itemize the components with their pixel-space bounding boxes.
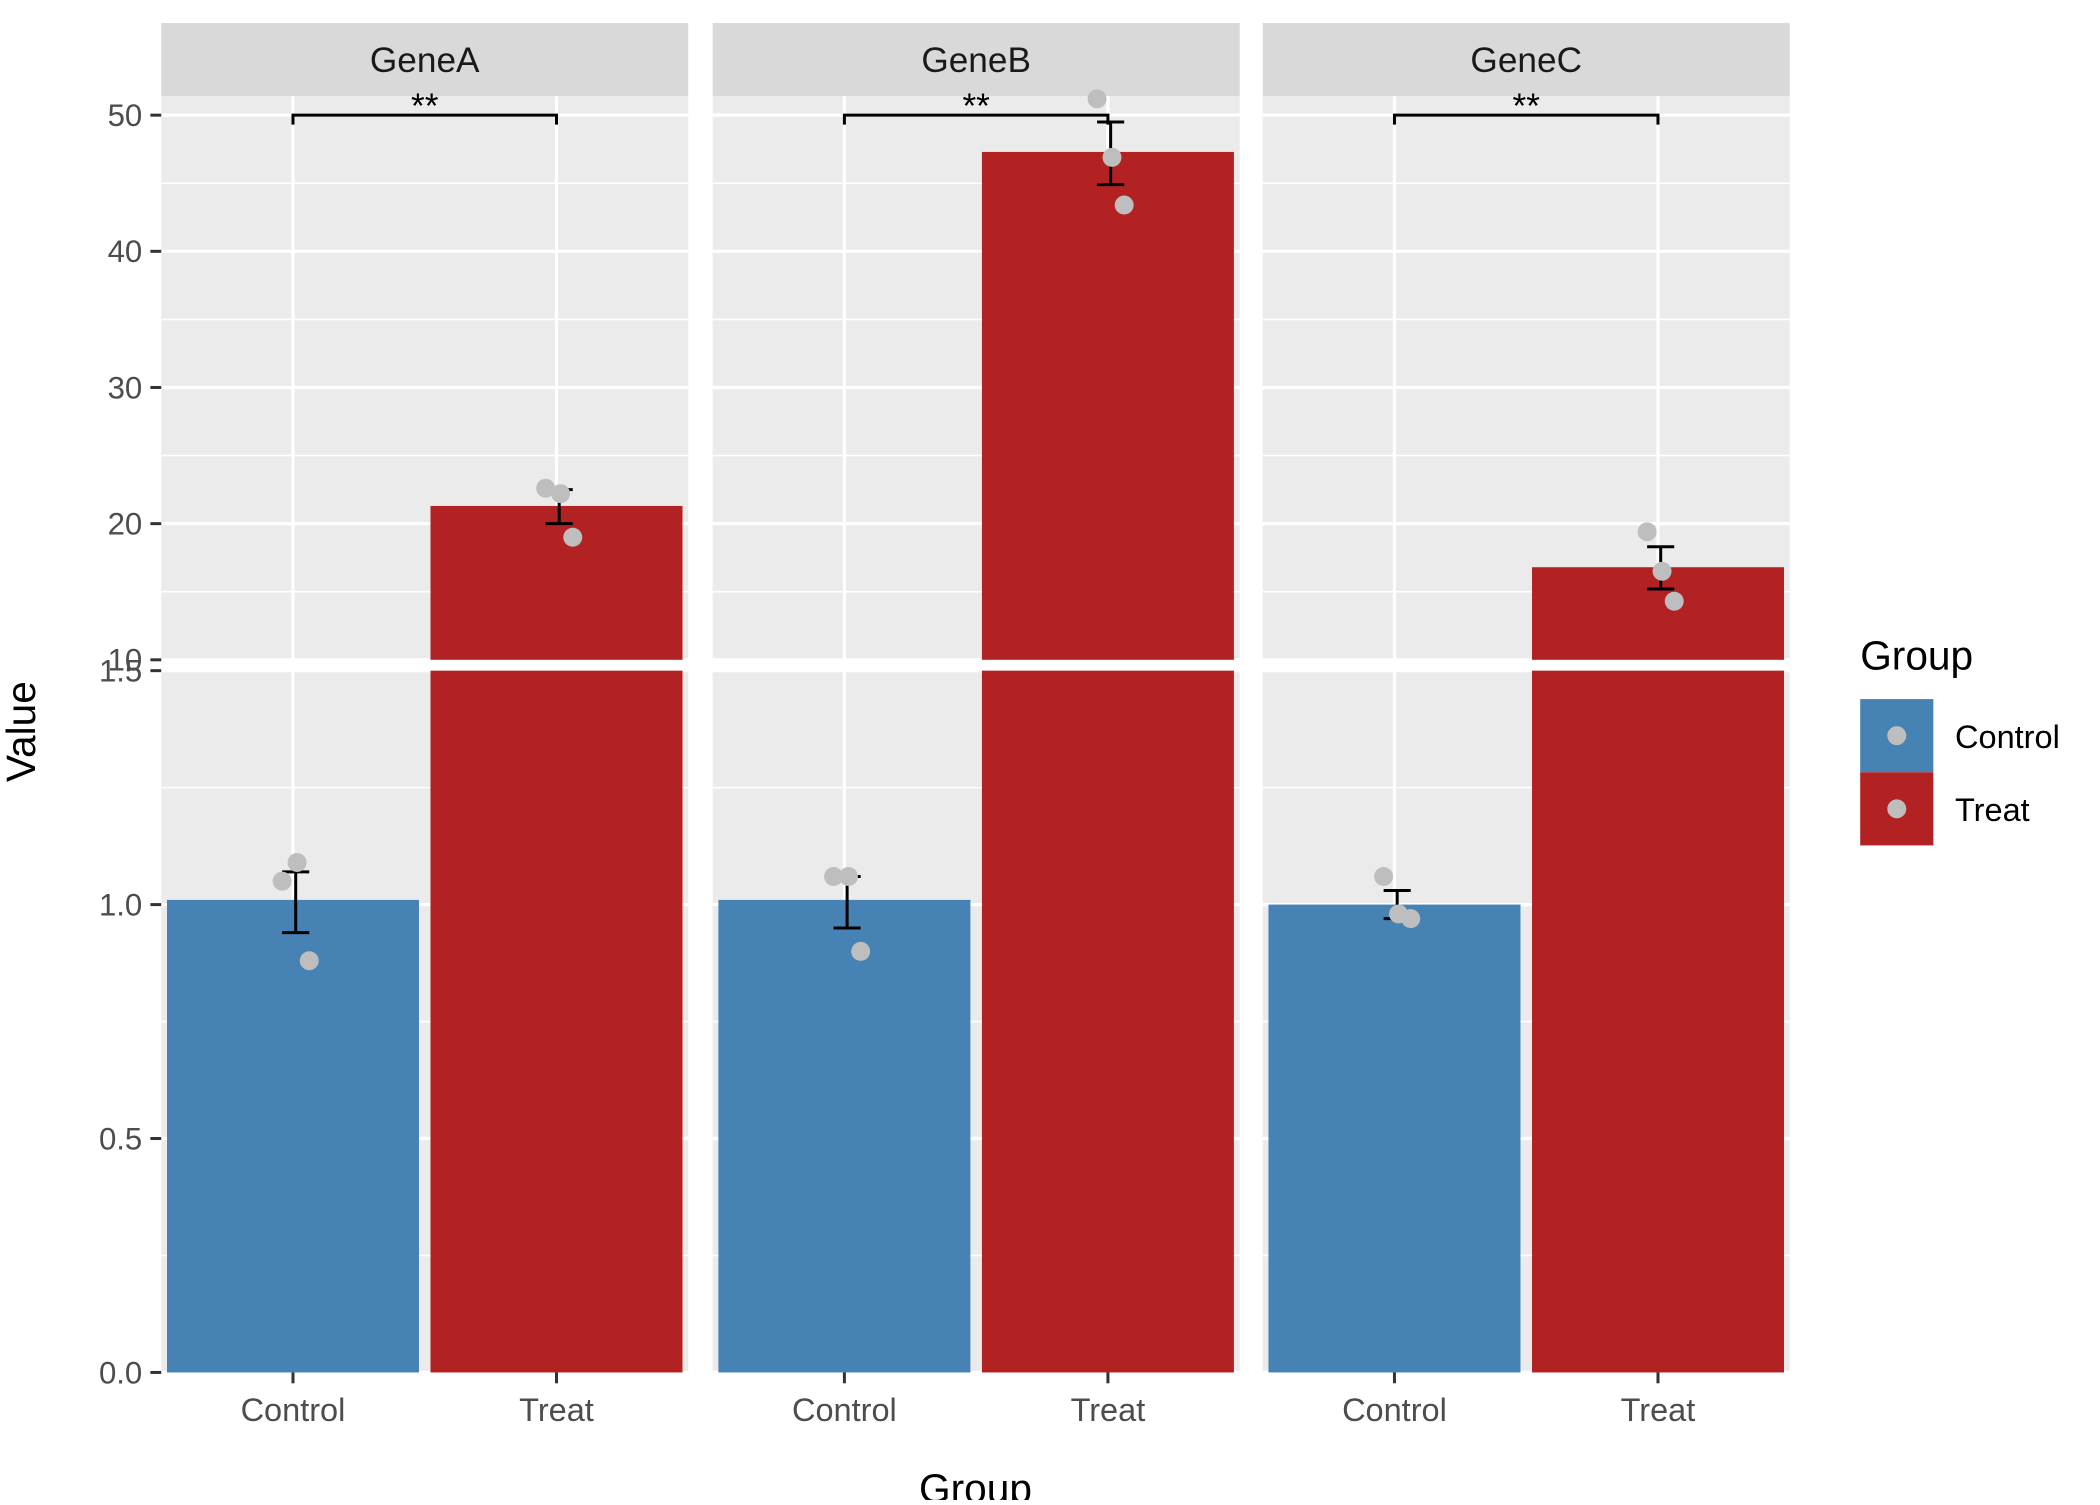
y-tick-label-upper: 30 <box>108 370 143 405</box>
y-tick-label-lower: 1.0 <box>99 887 142 922</box>
bar-treat-upper <box>1531 567 1784 660</box>
bar-control <box>718 899 971 1373</box>
y-tick-label-lower: 0.5 <box>99 1121 142 1156</box>
bar-control <box>1268 904 1521 1373</box>
facet-strip <box>1262 23 1790 97</box>
bar-control <box>166 899 419 1373</box>
x-axis-title: Group <box>919 1466 1032 1500</box>
legend-key-point <box>1887 799 1907 819</box>
x-tick-label: Control <box>792 1392 897 1428</box>
y-tick-label-lower: 0.0 <box>99 1355 142 1390</box>
x-tick-label: Treat <box>1621 1392 1696 1428</box>
data-point <box>536 478 556 498</box>
facet-strip <box>712 23 1240 97</box>
y-tick-label-upper: 10 <box>108 643 143 678</box>
data-point <box>1087 89 1107 109</box>
significance-bracket <box>291 113 558 125</box>
data-point <box>1102 147 1122 167</box>
data-point <box>1114 195 1134 215</box>
significance-bracket <box>1392 113 1660 125</box>
x-tick-label: Treat <box>519 1392 594 1428</box>
significance-label: ** <box>1513 87 1541 126</box>
data-point <box>838 867 858 886</box>
data-point <box>1374 867 1394 886</box>
significance-label: ** <box>962 87 990 126</box>
significance-bracket <box>842 113 1110 125</box>
x-tick-label: Control <box>241 1392 346 1428</box>
bar-treat-lower <box>430 670 683 1373</box>
panel-background-upper <box>1262 96 1790 660</box>
data-point <box>1652 561 1672 581</box>
facet-label: GeneA <box>370 41 480 80</box>
data-point <box>272 871 292 891</box>
data-point <box>1637 522 1657 542</box>
y-tick-label-upper: 40 <box>108 234 143 269</box>
data-point <box>1664 591 1684 611</box>
legend-title: Group <box>1860 632 1973 678</box>
y-tick-label-upper: 50 <box>108 98 143 133</box>
y-tick-label-upper: 20 <box>108 506 143 541</box>
facet-label: GeneB <box>921 41 1031 80</box>
data-point <box>299 951 319 971</box>
facet-strip <box>161 23 689 97</box>
y-tick-label-lower: 1.5 <box>99 653 142 688</box>
data-point <box>563 527 583 547</box>
facet-label: GeneC <box>1470 41 1582 80</box>
data-point <box>1401 909 1421 929</box>
bar-treat-lower <box>1531 670 1784 1373</box>
data-point <box>287 852 307 872</box>
bar-treat-lower <box>981 670 1234 1373</box>
data-point <box>824 867 844 886</box>
data-point <box>551 484 571 504</box>
bar-treat-upper <box>981 151 1234 660</box>
legend-label-treat: Treat <box>1955 792 2030 828</box>
data-point <box>851 941 871 961</box>
significance-label: ** <box>411 87 439 126</box>
x-tick-label: Control <box>1342 1392 1447 1428</box>
legend-label-control: Control <box>1955 719 2060 755</box>
y-axis-title: Value <box>0 681 44 782</box>
bar-treat-upper <box>430 505 683 660</box>
legend-key-point <box>1887 726 1907 746</box>
x-tick-label: Treat <box>1071 1392 1146 1428</box>
